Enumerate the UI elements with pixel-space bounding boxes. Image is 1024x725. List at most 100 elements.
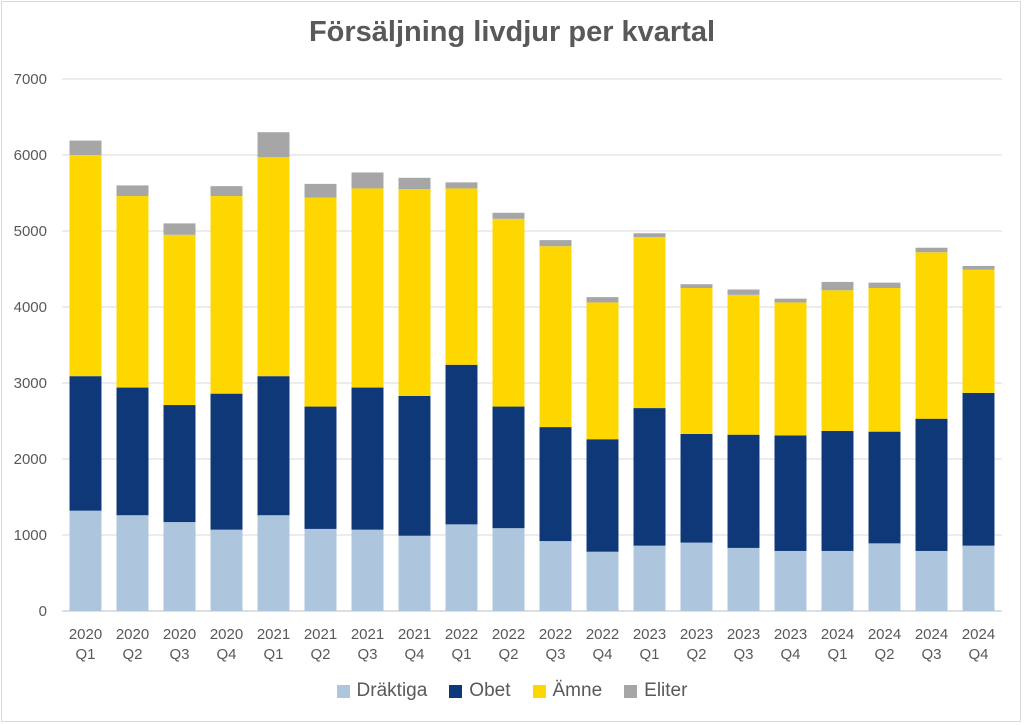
x-tick-quarter: Q3 <box>733 646 753 663</box>
y-tick-label: 2000 <box>14 451 47 468</box>
bar-segment <box>163 522 196 611</box>
x-tick-year: 2024 <box>962 626 995 643</box>
bar-segment <box>821 430 854 551</box>
bar-segment <box>163 234 196 406</box>
x-tick-year: 2024 <box>821 626 854 643</box>
chart-title: Försäljning livdjur per kvartal <box>308 16 716 48</box>
y-tick-label: 4000 <box>14 299 47 316</box>
bar-segment <box>539 240 572 247</box>
x-axis-ticks: 2020 Q1 2020 Q2 2020 Q3 2020 Q4 2021 Q1 2021 Q2 2021… <box>69 626 995 663</box>
bar-segment <box>586 439 619 552</box>
x-tick-year: 2020 <box>163 626 196 643</box>
bar-segment <box>962 545 995 611</box>
x-tick-year: 2022 <box>586 626 619 643</box>
bars <box>69 132 995 611</box>
bar-segment <box>492 528 525 611</box>
bar-segment <box>915 418 948 551</box>
x-tick-quarter: Q2 <box>686 646 706 663</box>
bar-segment <box>727 547 760 611</box>
x-tick-quarter: Q4 <box>216 646 236 663</box>
bar-segment <box>633 408 666 546</box>
bar-segment <box>821 281 854 291</box>
bar-segment <box>398 177 431 190</box>
legend-item: Eliter <box>624 680 687 702</box>
x-tick-year: 2022 <box>445 626 478 643</box>
bar-segment <box>962 392 995 546</box>
bar-segment <box>351 188 384 388</box>
legend: Dräktiga Obet Ämne Eliter <box>0 680 1024 702</box>
x-tick-year: 2023 <box>774 626 807 643</box>
x-tick-year: 2020 <box>116 626 149 643</box>
bar-segment <box>586 551 619 611</box>
bar-segment <box>868 543 901 611</box>
x-tick-quarter: Q1 <box>827 646 847 663</box>
bar-segment <box>69 155 102 377</box>
x-tick-year: 2024 <box>915 626 948 643</box>
bar-segment <box>633 545 666 611</box>
bar-segment <box>445 524 478 611</box>
bar-segment <box>774 435 807 551</box>
bar-segment <box>257 376 290 516</box>
x-tick-year: 2021 <box>304 626 337 643</box>
x-tick-quarter: Q1 <box>451 646 471 663</box>
bar-segment <box>492 406 525 529</box>
bar-segment <box>69 140 102 155</box>
gridlines <box>62 78 1002 612</box>
legend-label: Dräktiga <box>356 680 428 701</box>
bar-segment <box>821 550 854 611</box>
bar-segment <box>915 550 948 611</box>
bar-segment <box>210 393 243 530</box>
bar-segment <box>304 528 337 611</box>
bar-segment <box>163 405 196 523</box>
bar-segment <box>398 395 431 536</box>
bar-segment <box>304 183 337 198</box>
y-tick-label: 1000 <box>14 527 47 544</box>
legend-item: Ämne <box>532 680 603 702</box>
x-tick-quarter: Q2 <box>122 646 142 663</box>
x-tick-quarter: Q4 <box>968 646 988 663</box>
bar-segment <box>868 431 901 544</box>
x-tick-year: 2021 <box>257 626 290 643</box>
bar-segment <box>351 529 384 611</box>
bar-segment <box>633 233 666 238</box>
bar-segment <box>445 364 478 525</box>
x-tick-year: 2023 <box>633 626 666 643</box>
bar-segment <box>492 218 525 407</box>
x-tick-year: 2020 <box>210 626 243 643</box>
bar-segment <box>163 223 196 235</box>
x-tick-quarter: Q4 <box>592 646 612 663</box>
x-tick-quarter: Q4 <box>404 646 424 663</box>
bar-segment <box>915 252 948 419</box>
x-tick-year: 2021 <box>351 626 384 643</box>
bar-segment <box>586 302 619 440</box>
legend-item: Dräktiga <box>336 680 428 702</box>
bar-segment <box>210 529 243 611</box>
bar-segment <box>727 289 760 295</box>
x-tick-year: 2024 <box>868 626 901 643</box>
bar-segment <box>727 294 760 435</box>
bar-segment <box>962 269 995 393</box>
legend-label: Ämne <box>552 680 603 701</box>
x-tick-year: 2023 <box>727 626 760 643</box>
bar-segment <box>69 376 102 511</box>
x-tick-year: 2020 <box>69 626 102 643</box>
x-tick-year: 2023 <box>680 626 713 643</box>
bar-segment <box>586 297 619 303</box>
bar-segment <box>539 246 572 428</box>
legend-label: Eliter <box>644 680 688 701</box>
x-tick-quarter: Q1 <box>75 646 95 663</box>
legend-swatch <box>532 684 546 698</box>
y-axis-ticks: 0 1000 2000 3000 4000 5000 6000 7000 <box>14 71 47 620</box>
bar-segment <box>539 427 572 542</box>
bar-segment <box>351 387 384 530</box>
bar-segment <box>727 434 760 548</box>
x-tick-quarter: Q1 <box>263 646 283 663</box>
x-tick-quarter: Q2 <box>874 646 894 663</box>
x-tick-year: 2021 <box>398 626 431 643</box>
x-tick-quarter: Q3 <box>169 646 189 663</box>
bar-segment <box>69 510 102 611</box>
y-tick-label: 3000 <box>14 375 47 392</box>
bar-segment <box>304 406 337 529</box>
y-tick-label: 5000 <box>14 223 47 240</box>
bar-segment <box>774 298 807 303</box>
